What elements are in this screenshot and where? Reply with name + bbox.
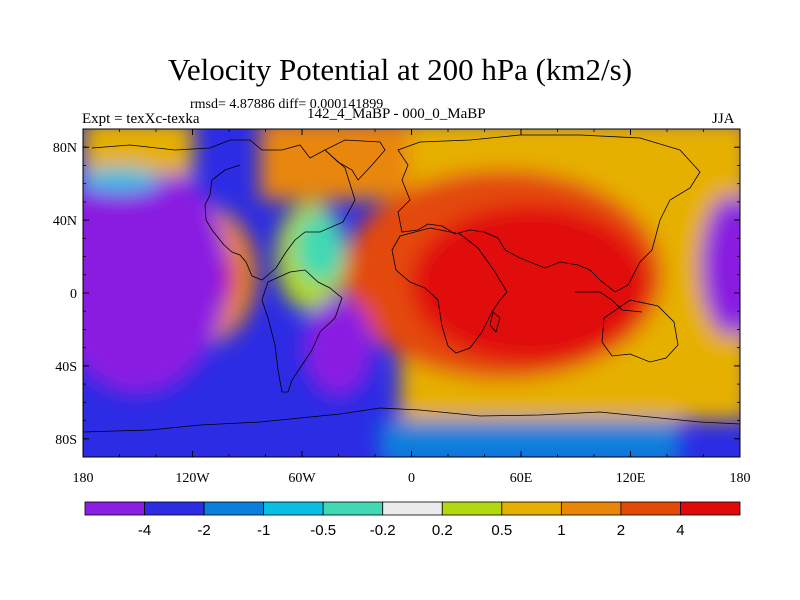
coastline-madagascar [489,311,501,333]
colorbar-label: -4 [138,522,151,539]
coastline-australia [601,299,679,363]
colorbar: -4 -2 -1 -0.5 -0.2 0.2 0.5 1 2 4 [84,501,741,539]
field-region-1 [260,129,410,200]
colorbar-label: -0.5 [310,522,336,539]
colorbar-swatch [322,501,384,516]
y-tick-label: 40S [55,360,77,375]
colorbar-label: -2 [197,522,210,539]
x-tick-label: 120W [175,471,210,486]
colorbar-label: 0.2 [432,522,453,539]
colorbar-swatch [84,501,145,516]
coastline-africa [391,227,508,354]
y-tick-label: 40N [53,214,77,229]
experiment-label: Expt = texXc-texka [82,111,200,127]
field-region-13 [83,168,160,193]
colorbar-swatch [560,501,622,516]
x-axis: 180 120W 60W 0 60E 120E 180 [73,129,751,486]
field-region-7 [295,212,346,283]
coastline-maritime-continent [575,291,643,313]
x-tick-label: 60E [510,471,533,486]
x-tick-label: 60W [288,471,316,486]
season-label: JJA [712,111,735,127]
coastline-south-america [261,269,343,393]
colorbar-swatch [620,501,681,516]
y-tick-label: 0 [70,287,77,302]
coastline-layer [83,134,740,433]
colorbar-swatch [501,501,562,516]
coastline-north-america [91,139,356,281]
colorbar-label: 2 [617,522,625,539]
field-region-3 [410,203,651,364]
y-axis: 80N 40N 0 40S 80S [53,128,740,458]
field-region-10 [700,195,740,336]
chart-title: Velocity Potential at 200 hPa (km2/s) [167,52,633,87]
colorbar-label: -0.2 [370,522,396,539]
field-region-12 [83,129,193,175]
x-tick-label: 180 [730,471,751,486]
coastline-europe-asia [397,134,701,293]
colorbar-label: 1 [557,522,565,539]
colorbar-swatch [203,501,265,516]
coastline-greenland [324,139,386,181]
field-region-8 [83,154,228,395]
stats-label: rmsd= 4.87886 diff= 0.000141899 [190,97,384,112]
colorbar-swatch [382,501,443,516]
colorbar-swatch [144,501,205,516]
colorbar-swatch [263,501,324,516]
x-tick-label: 120E [616,471,646,486]
x-tick-label: 180 [73,471,94,486]
y-tick-label: 80S [55,433,77,448]
colorbar-label: -1 [257,522,270,539]
field-region-11 [380,420,680,457]
field-layer [83,129,740,457]
coastline-antarctica [83,407,740,433]
y-tick-label: 80N [53,141,77,156]
colorbar-swatch [441,501,503,516]
colorbar-label: 4 [676,522,684,539]
colorbar-swatch [680,501,741,516]
x-tick-label: 0 [408,471,415,486]
field-region-9 [303,297,374,398]
colorbar-label: 0.5 [491,522,512,539]
difference-label: 142_4_MaBP - 000_0_MaBP [307,106,486,122]
